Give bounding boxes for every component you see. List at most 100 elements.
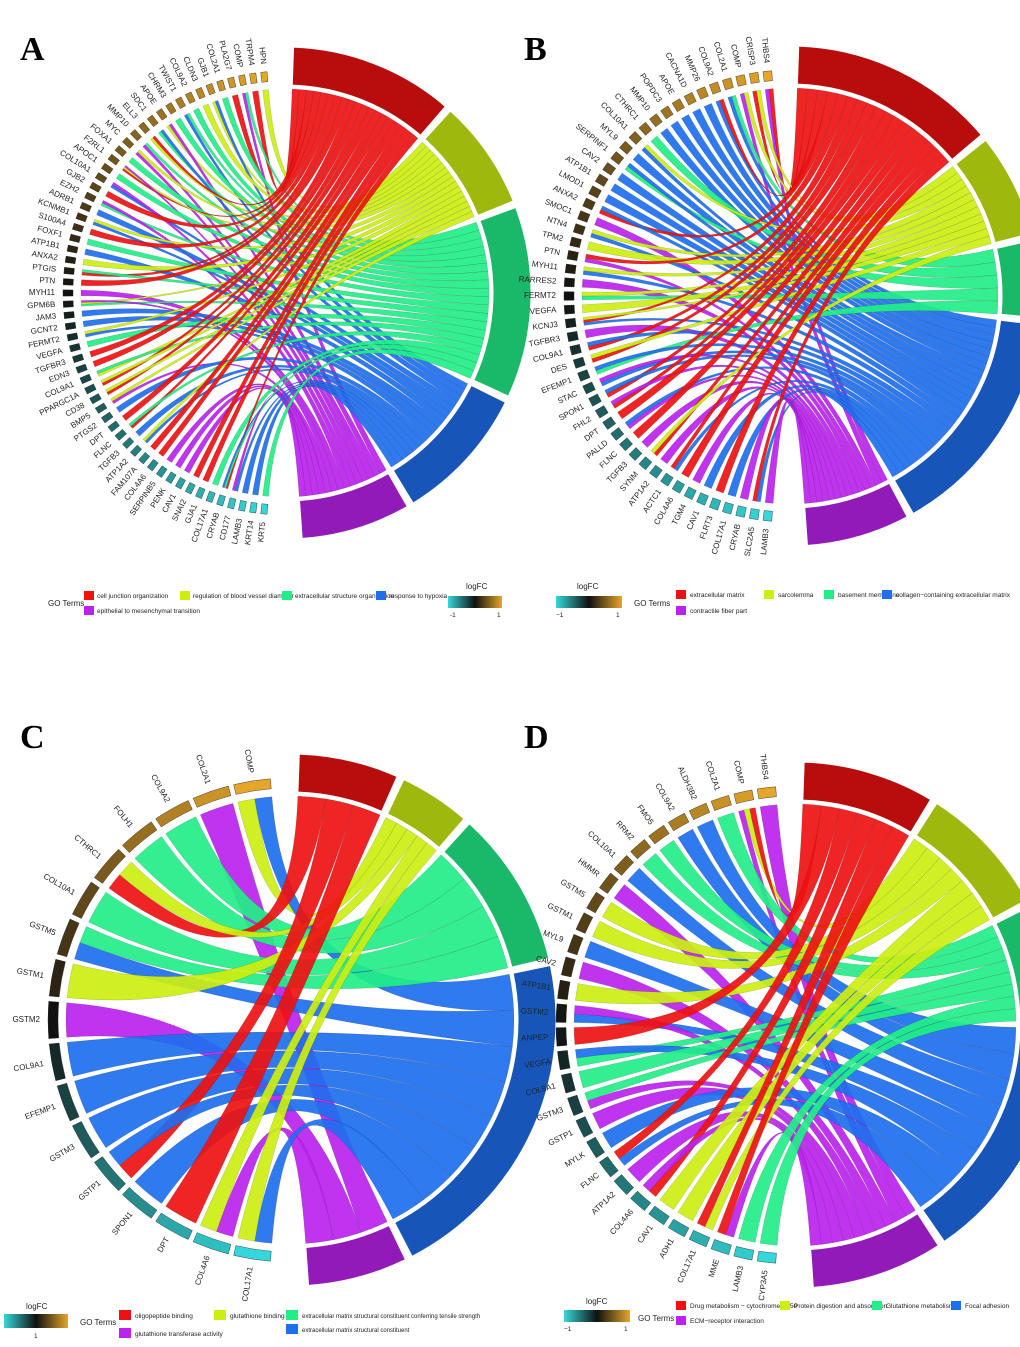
gene-block — [599, 1156, 619, 1178]
gene-label: LAMB3 — [731, 1264, 746, 1292]
chord-ribbon — [659, 840, 1003, 972]
logfc-max: 1 — [34, 1333, 38, 1340]
gene-block — [66, 332, 79, 342]
legend-swatch — [676, 1316, 686, 1325]
gene-label: MYLK — [563, 1150, 587, 1169]
chord-ribbon — [184, 113, 465, 396]
gene-block — [62, 289, 74, 297]
chord-ribbon — [704, 905, 990, 1231]
gene-block — [733, 789, 754, 804]
chord-ribbon — [715, 146, 943, 494]
panel-a: A HPNTRPM4COMPPLA2G7COL2A1GJB1CLDN3COL9A… — [20, 31, 532, 619]
chord-ribbon — [254, 1119, 424, 1244]
gene-label: COL2A1 — [712, 41, 729, 74]
term-arc — [393, 964, 557, 1257]
logfc-title: logFC — [466, 582, 488, 591]
gene-label: MYL9 — [542, 928, 565, 944]
legend: logFC 1 GO Terms oligopeptide binding gl… — [4, 1302, 480, 1340]
chord-ribbon — [81, 269, 489, 323]
gene-block — [575, 1116, 594, 1138]
chord-ribbon — [101, 200, 351, 489]
gene-block — [577, 369, 591, 382]
term-arc — [305, 1224, 407, 1286]
chord-ribbon — [590, 233, 960, 424]
gene-block — [613, 1174, 634, 1195]
gene-block — [572, 356, 586, 369]
term-arc — [443, 823, 550, 968]
panel-c: C COMP COL2A1 COL9A2 FOLH1 CTHRC1 COL10A1 GSTM… — [4, 719, 557, 1340]
gene-label: MME — [707, 1258, 721, 1279]
term-arc — [473, 206, 532, 397]
gene-block — [582, 381, 596, 395]
term-arc — [955, 139, 1020, 244]
gene-block — [155, 1212, 193, 1240]
gene-block — [648, 1205, 670, 1226]
gene-block — [185, 482, 196, 495]
gene-block — [696, 86, 709, 100]
gene-label: HMMR — [576, 856, 601, 878]
gene-block — [602, 162, 617, 176]
gene-label: NTN4 — [546, 214, 569, 229]
gene-label: GSTP1 — [547, 1128, 575, 1148]
chord-ribbon — [573, 805, 840, 1045]
chord-ribbon — [681, 114, 992, 357]
chord-ribbon — [237, 842, 437, 1242]
gene-block — [63, 267, 75, 275]
logfc-gradient-bar — [564, 1310, 630, 1322]
gene-block — [107, 153, 120, 166]
logfc-min: −1 — [564, 1326, 572, 1333]
gene-block — [733, 1246, 754, 1261]
chord-ribbon — [583, 95, 858, 323]
chord-ribbon — [81, 95, 343, 277]
gene-label: EFEMP1 — [24, 1102, 58, 1122]
legend-label: cell junction organization — [97, 593, 169, 600]
chord-ribbon — [101, 104, 370, 386]
gene-block — [101, 162, 114, 175]
gene-block — [557, 979, 571, 1000]
gene-block — [749, 508, 760, 520]
gene-label: PTN — [543, 246, 561, 258]
legend-swatch — [882, 590, 892, 599]
gene-label: RRM2 — [614, 819, 636, 842]
gene-block — [122, 437, 135, 450]
chord-ribbon — [142, 211, 475, 442]
gene-block — [48, 959, 66, 998]
gene-block — [563, 277, 575, 288]
legend-label: contractile fiber part — [690, 608, 747, 615]
gene-block — [47, 1001, 59, 1039]
chord-ribbon — [573, 1013, 991, 1152]
gene-label: CRYAB — [728, 523, 743, 551]
chord-ribbon — [84, 185, 462, 335]
chord-ribbon — [193, 124, 407, 479]
chord-ribbon — [756, 390, 900, 503]
gene-block — [114, 428, 127, 441]
gene-block — [762, 510, 773, 522]
chord-ribbon — [575, 868, 963, 1005]
gene-label: COMP — [729, 43, 743, 68]
gene-block — [619, 437, 633, 452]
chord-ribbon — [660, 128, 987, 372]
panel-b: B THBS4CRISP3COMPCOL2A1COL9A2MMP26CACNA1… — [518, 31, 1020, 619]
gene-block — [555, 1003, 568, 1023]
gene-block — [566, 331, 579, 342]
chord-ribbon — [759, 1008, 1017, 1246]
chord-ribbon — [122, 110, 383, 421]
chord-ribbon — [225, 133, 419, 489]
legend-swatch — [951, 1301, 961, 1310]
gene-label: GCNT2 — [30, 323, 59, 336]
gene-block — [130, 129, 142, 142]
gene-label: CRISP3 — [744, 36, 758, 67]
gene-label: ANPEP — [521, 1032, 549, 1042]
term-arc — [291, 46, 447, 136]
gene-block — [260, 503, 269, 515]
gene-block — [722, 77, 734, 91]
gene-block — [638, 121, 653, 136]
gene-block — [72, 353, 84, 363]
gene-block — [610, 151, 625, 165]
gene-label: TGFBR3 — [528, 334, 561, 349]
logfc-gradient-bar — [4, 1314, 68, 1328]
legend-swatch — [84, 606, 94, 615]
gene-label: FOLH1 — [112, 804, 136, 830]
legend-label: extracellular matrix structural constitu… — [302, 1314, 480, 1320]
